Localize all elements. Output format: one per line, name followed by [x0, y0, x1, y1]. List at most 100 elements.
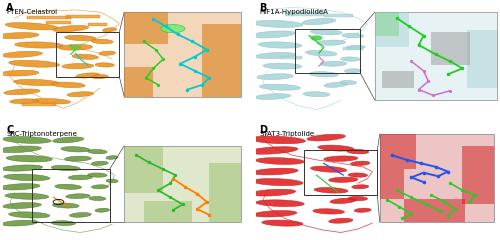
Ellipse shape: [0, 33, 39, 39]
Ellipse shape: [70, 45, 82, 50]
Bar: [27, 16, 70, 19]
Text: A: A: [6, 3, 14, 13]
Ellipse shape: [306, 50, 337, 56]
Ellipse shape: [5, 193, 49, 199]
Ellipse shape: [106, 156, 118, 159]
Ellipse shape: [8, 212, 50, 218]
Text: PTEN-Celastrol: PTEN-Celastrol: [6, 9, 58, 15]
Ellipse shape: [352, 185, 369, 189]
Ellipse shape: [64, 35, 96, 41]
Ellipse shape: [51, 221, 76, 226]
Ellipse shape: [348, 173, 368, 177]
Ellipse shape: [76, 73, 100, 78]
Ellipse shape: [0, 146, 42, 153]
Ellipse shape: [260, 84, 300, 90]
Ellipse shape: [344, 69, 362, 73]
Ellipse shape: [354, 208, 371, 212]
Bar: [382, 71, 414, 88]
Ellipse shape: [32, 98, 70, 104]
Ellipse shape: [254, 53, 296, 59]
Ellipse shape: [92, 185, 108, 189]
Ellipse shape: [0, 184, 40, 190]
Ellipse shape: [257, 74, 294, 79]
Ellipse shape: [55, 184, 82, 189]
Ellipse shape: [58, 44, 92, 50]
Ellipse shape: [324, 82, 348, 87]
Ellipse shape: [328, 177, 358, 182]
Ellipse shape: [314, 187, 348, 193]
Ellipse shape: [303, 92, 330, 97]
Ellipse shape: [252, 20, 303, 27]
Ellipse shape: [318, 145, 354, 151]
Bar: [380, 134, 416, 169]
Bar: [124, 67, 154, 96]
Ellipse shape: [92, 161, 108, 165]
Ellipse shape: [61, 147, 90, 152]
Bar: [343, 47, 362, 50]
Bar: [88, 23, 107, 26]
Ellipse shape: [2, 51, 42, 57]
Ellipse shape: [248, 147, 298, 154]
Text: B: B: [260, 3, 266, 13]
Ellipse shape: [70, 213, 91, 217]
Ellipse shape: [254, 94, 291, 99]
Ellipse shape: [252, 179, 303, 186]
Ellipse shape: [320, 61, 347, 66]
Text: C: C: [6, 125, 14, 135]
Bar: [404, 198, 465, 222]
Ellipse shape: [92, 75, 108, 79]
Ellipse shape: [2, 220, 38, 226]
Bar: [375, 12, 399, 36]
Bar: [124, 146, 163, 193]
Ellipse shape: [52, 82, 85, 88]
Bar: [468, 30, 496, 88]
Ellipse shape: [89, 197, 106, 200]
Bar: [280, 56, 302, 59]
Bar: [66, 15, 100, 18]
Ellipse shape: [328, 218, 353, 223]
Ellipse shape: [72, 54, 99, 59]
Ellipse shape: [307, 134, 346, 141]
Bar: [324, 14, 353, 17]
Ellipse shape: [263, 63, 302, 69]
Ellipse shape: [5, 23, 58, 30]
Bar: [56, 32, 120, 77]
Ellipse shape: [348, 196, 368, 201]
Ellipse shape: [2, 165, 42, 171]
Ellipse shape: [302, 18, 336, 25]
Ellipse shape: [68, 175, 92, 180]
Bar: [375, 12, 496, 100]
Bar: [210, 163, 241, 222]
Ellipse shape: [102, 28, 117, 32]
Ellipse shape: [8, 60, 60, 67]
Ellipse shape: [250, 136, 306, 144]
Bar: [304, 150, 378, 195]
Ellipse shape: [95, 63, 114, 67]
Ellipse shape: [98, 51, 116, 55]
Bar: [431, 32, 470, 65]
Bar: [202, 24, 241, 96]
Ellipse shape: [256, 200, 304, 207]
Ellipse shape: [313, 209, 344, 214]
Ellipse shape: [88, 173, 107, 177]
Ellipse shape: [160, 24, 185, 33]
Ellipse shape: [64, 156, 92, 161]
Bar: [380, 169, 404, 198]
Ellipse shape: [92, 39, 113, 44]
Ellipse shape: [106, 179, 118, 183]
Ellipse shape: [310, 35, 322, 41]
Ellipse shape: [4, 89, 40, 95]
Bar: [46, 21, 70, 24]
Ellipse shape: [52, 137, 84, 143]
Ellipse shape: [2, 137, 51, 143]
Ellipse shape: [309, 72, 338, 77]
Ellipse shape: [66, 194, 90, 198]
Ellipse shape: [0, 70, 39, 76]
Ellipse shape: [62, 63, 94, 69]
Ellipse shape: [52, 25, 88, 32]
Ellipse shape: [258, 42, 302, 48]
Ellipse shape: [347, 149, 369, 154]
Ellipse shape: [6, 156, 52, 162]
Bar: [285, 12, 324, 16]
Ellipse shape: [95, 208, 110, 212]
